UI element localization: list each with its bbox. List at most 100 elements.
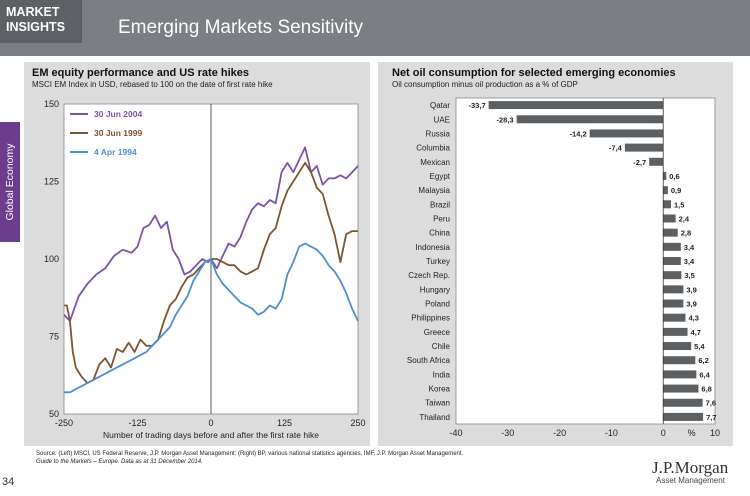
x-tick-label: -20 [553, 428, 566, 438]
x-axis-label: Number of trading days before and after … [103, 430, 319, 440]
bar [663, 200, 671, 209]
bar [649, 157, 664, 166]
bar [663, 412, 704, 421]
bar-value-label: -14,2 [570, 129, 587, 138]
legend-label: 4 Apr 1994 [94, 147, 137, 157]
bar-chart: Qatar -33,7 UAE -28,3 Russia -14,2 Columbia -7,… [407, 97, 720, 438]
bar [488, 101, 664, 110]
bar-value-label: 7,7 [706, 413, 716, 422]
y-tick-label: 75 [49, 332, 59, 342]
bar-value-label: 5,4 [694, 342, 705, 351]
category-label: Thailand [419, 413, 450, 422]
x-tick-label: -30 [501, 428, 514, 438]
category-label: Hungary [420, 285, 450, 294]
x-tick-label: -250 [55, 418, 73, 428]
section-label: Global Economy [4, 143, 16, 221]
y-tick-label: 125 [44, 177, 59, 187]
bar-value-label: -33,7 [469, 101, 486, 110]
category-label: Poland [425, 300, 450, 309]
category-label: Qatar [430, 101, 450, 110]
x-tick-label: -10 [605, 428, 618, 438]
source-line-1: Source: (Left) MSCI, US Federal Reserve,… [36, 451, 464, 457]
source-note: Source: (Left) MSCI, US Federal Reserve,… [36, 450, 596, 466]
bar-value-label: 3,4 [684, 257, 695, 266]
page-title: Emerging Markets Sensitivity [118, 17, 363, 38]
source-line-2: Guide to the Markets – Europe. Data as a… [36, 459, 203, 465]
bar [663, 398, 703, 407]
category-label: Philippines [411, 314, 450, 323]
category-label: Brazil [430, 200, 450, 209]
category-label: South Africa [407, 356, 451, 365]
brand-subtitle: Asset Management [656, 476, 725, 485]
x-tick-label: 250 [350, 418, 365, 428]
category-label: Indonesia [415, 243, 450, 252]
category-label: Chile [432, 342, 451, 351]
category-label: Columbia [416, 144, 450, 153]
series-line [64, 242, 359, 394]
section-tab: Global Economy [0, 122, 20, 242]
left-chart-title: EM equity performance and US rate hikes [32, 67, 250, 79]
header-bar: MARKET INSIGHTS Emerging Markets Sensiti… [0, 0, 750, 56]
category-label: Greece [424, 328, 451, 337]
bar-value-label: 0,6 [669, 172, 679, 181]
bar-value-label: 4,3 [688, 314, 698, 323]
x-tick-label: 0 [661, 428, 666, 438]
bar [624, 143, 664, 152]
legend-label: 30 Jun 1999 [94, 128, 142, 138]
legend-label: 30 Jun 2004 [94, 109, 142, 119]
bar-value-label: 4,7 [691, 328, 701, 337]
market-insights-badge: MARKET INSIGHTS [0, 0, 82, 43]
category-label: Malaysia [418, 186, 450, 195]
x-tick-label: -40 [449, 428, 462, 438]
x-tick-label: 0 [208, 418, 213, 428]
category-label: Czech Rep. [408, 271, 450, 280]
bar [663, 242, 681, 251]
y-tick-label: 150 [44, 99, 59, 109]
x-unit-label: % [688, 428, 696, 438]
bar-value-label: 6,8 [701, 385, 711, 394]
left-chart-subtitle: MSCI EM Index in USD, rebased to 100 on … [32, 80, 273, 89]
bar [663, 186, 668, 195]
category-label: Russia [426, 129, 451, 138]
category-label: Peru [433, 214, 450, 223]
jpmorgan-logo: J.P.Morgan Asset Management [652, 458, 728, 485]
line-chart: 50 75 100 125 150 -250 -125 0 125 250 Number of tr… [44, 99, 366, 440]
bar [663, 299, 684, 308]
series-line [63, 146, 359, 322]
bar-value-label: 3,9 [686, 300, 696, 309]
bar-value-label: -28,3 [496, 115, 513, 124]
bar [663, 285, 684, 294]
bar-value-label: 1,5 [674, 200, 684, 209]
bar-value-label: 3,9 [686, 285, 696, 294]
right-chart-panel: Net oil consumption for selected emergin… [378, 62, 733, 446]
bar-value-label: -2,7 [633, 158, 646, 167]
category-label: Taiwan [425, 399, 450, 408]
bar [663, 214, 676, 223]
bar [663, 228, 678, 237]
y-tick-label: 100 [44, 254, 59, 264]
bar [663, 342, 692, 351]
bar [663, 384, 699, 393]
bar [663, 271, 682, 280]
bar-value-label: 2,4 [679, 214, 690, 223]
bar [663, 327, 688, 336]
left-chart-panel: EM equity performance and US rate hikes … [24, 62, 370, 446]
bar-value-label: -7,4 [609, 144, 623, 153]
category-label: Mexican [420, 158, 450, 167]
bar-value-label: 3,4 [684, 243, 695, 252]
badge-text: MARKET INSIGHTS [6, 5, 66, 34]
x-tick-label: -125 [128, 418, 146, 428]
bar-value-label: 6,4 [699, 370, 710, 379]
category-label: India [433, 370, 451, 379]
x-tick-label: 125 [277, 418, 292, 428]
bar-value-label: 0,9 [671, 186, 681, 195]
category-label: Turkey [426, 257, 450, 266]
bar [663, 313, 686, 322]
y-tick-label: 50 [49, 409, 59, 419]
bar-value-label: 3,5 [684, 271, 694, 280]
category-label: China [429, 229, 450, 238]
category-label: Egypt [430, 172, 451, 181]
bar [516, 115, 664, 124]
bar [663, 171, 667, 180]
category-label: Korea [429, 385, 451, 394]
